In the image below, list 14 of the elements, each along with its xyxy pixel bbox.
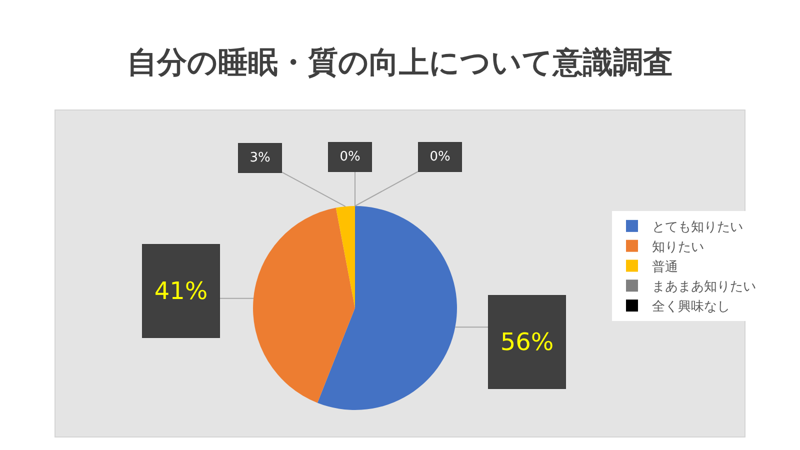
text: 0% bbox=[340, 150, 360, 164]
data-label: 3% bbox=[250, 150, 270, 166]
legend-label: とても知りたい bbox=[652, 220, 743, 236]
pie-slice bbox=[336, 206, 355, 308]
legend-label: 全く興味なし bbox=[652, 300, 730, 315]
data-label: 41% bbox=[154, 277, 208, 305]
data-label: 56% bbox=[500, 328, 554, 356]
legend-label: 普通 bbox=[652, 258, 678, 275]
pie-slice bbox=[317, 206, 457, 410]
text: 0% bbox=[430, 150, 450, 164]
chart-title: 自分の睡眠・質の向上について意識調査 bbox=[127, 46, 673, 80]
legend-label: 知りたい bbox=[652, 240, 704, 255]
pie-slice bbox=[253, 208, 355, 403]
legend-label: まあまあ知りたい bbox=[652, 280, 756, 295]
